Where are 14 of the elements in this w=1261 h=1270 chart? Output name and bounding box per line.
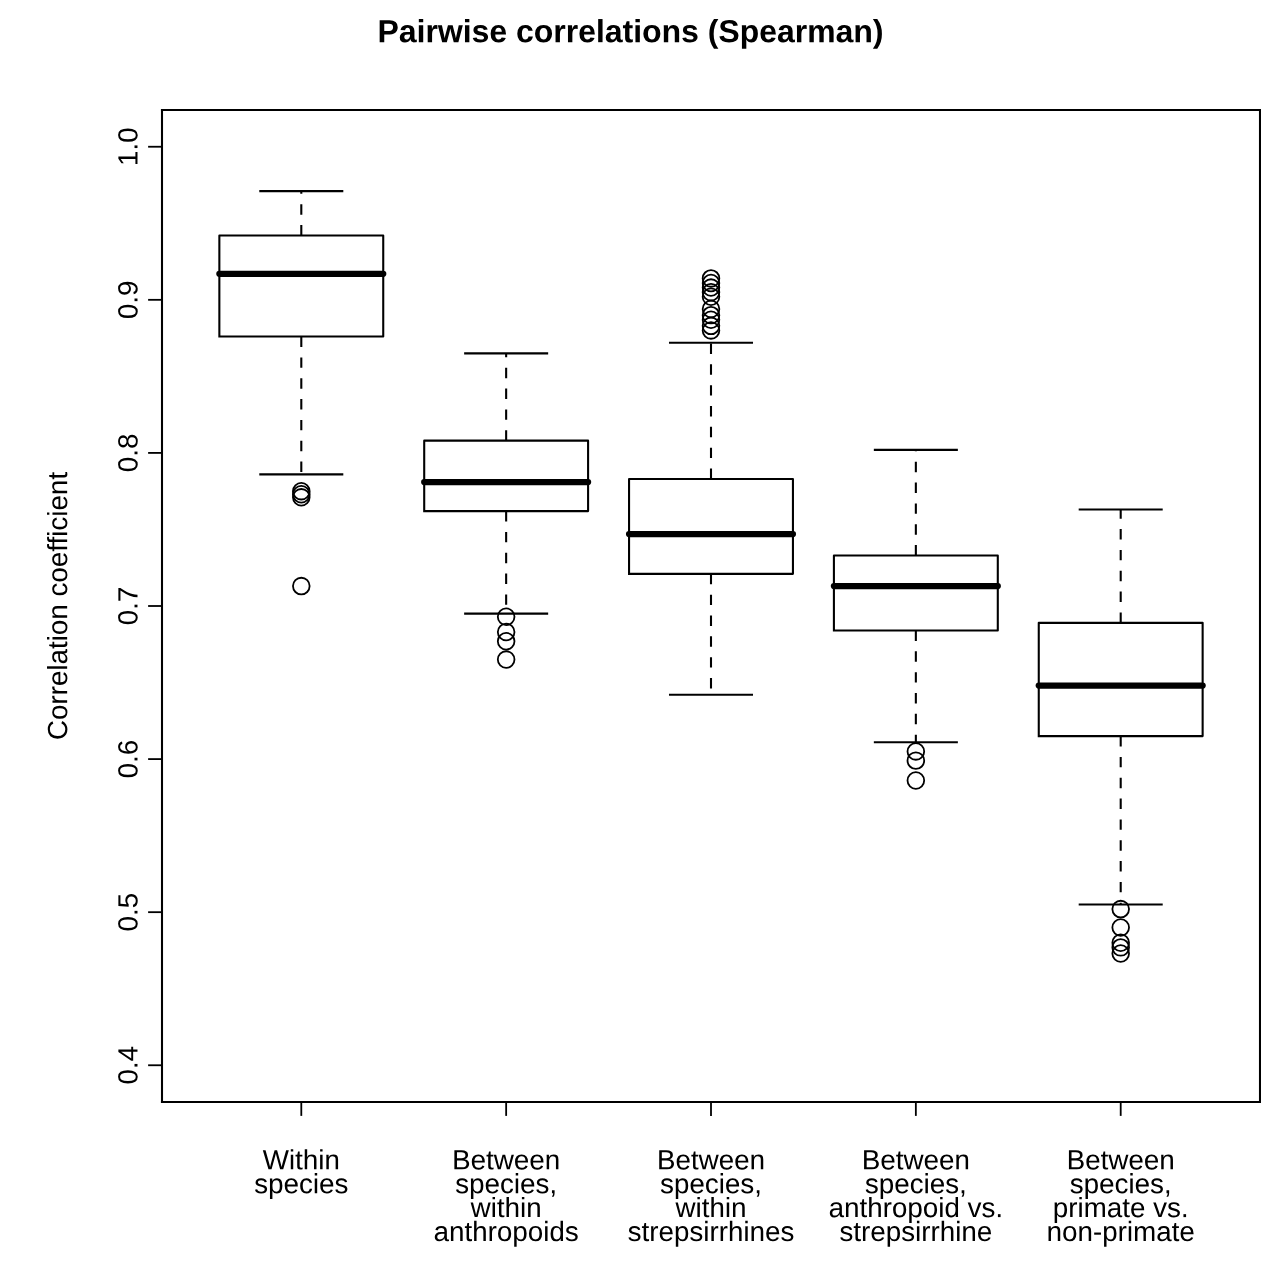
y-tick-label: 0.5 [118,894,138,931]
y-axis-title: Correlation coefficient [47,472,68,739]
x-tick-label: Within species [254,1149,348,1199]
x-tick-label: Between species, within anthropoids [434,1150,578,1247]
y-tick-label: 1.0 [118,128,138,164]
y-tick-label: 0.4 [118,1046,138,1084]
chart-title: Pairwise correlations (Spearman) [379,19,882,49]
x-tick-label: Between species, within strepsirrhines [628,1150,794,1247]
x-tick-label: Between species, anthropoid vs. strepsirrhine [829,1150,1001,1247]
y-tick-label: 0.6 [118,741,138,778]
y-tick-label: 0.8 [118,434,138,472]
y-tick-label: 0.9 [118,281,138,319]
y-tick-label: 0.7 [118,588,138,625]
x-tick-label: Between species, primate vs. non-primate [1048,1150,1194,1247]
